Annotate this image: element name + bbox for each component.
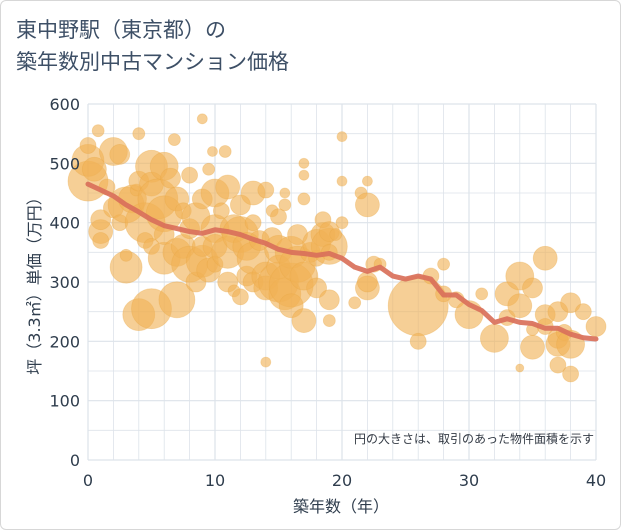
bubble-point <box>207 146 218 157</box>
x-tick-label: 10 <box>205 471 225 490</box>
bubble-point <box>90 209 112 231</box>
bubble-point <box>356 271 378 293</box>
bubble-point <box>279 187 291 199</box>
bubble-point <box>167 133 181 147</box>
bubble-point <box>91 124 105 138</box>
y-tick-labels: 0 100 200 300 400 500 600 <box>49 95 80 470</box>
x-axis-title: 築年数（年） <box>293 497 389 516</box>
size-legend-note: 円の大きさは、取引のあった物件面積を示す <box>354 431 594 446</box>
bubble-point <box>297 192 311 206</box>
bubble-point <box>560 292 581 314</box>
bubble-point <box>306 277 328 299</box>
chart-title: 東中野駅（東京都）の 築年数別中古マンション価格 <box>16 14 289 78</box>
bubble-point <box>354 192 380 218</box>
bubble-point <box>109 144 131 165</box>
bubble-point <box>202 162 216 176</box>
bubble-point <box>260 356 272 368</box>
bubble-point <box>532 245 558 271</box>
bubble-point <box>329 228 343 241</box>
y-tick-label: 300 <box>49 273 80 292</box>
bubble-point <box>335 216 349 230</box>
bubble-point <box>257 181 275 199</box>
bubble-point <box>507 293 533 319</box>
bubble-point <box>322 314 336 327</box>
bubble-point <box>475 287 489 301</box>
bubble-point <box>437 257 451 271</box>
trend-layer <box>85 181 599 342</box>
x-tick-label: 30 <box>459 471 479 490</box>
bubble-point <box>181 166 199 184</box>
y-axis-title: 坪（3.3㎡）単価（万円） <box>25 189 44 374</box>
bubble-point <box>387 275 449 337</box>
bubble-point <box>585 316 607 337</box>
bubble-point <box>298 157 310 169</box>
bubble-point <box>160 167 181 189</box>
bubble-point <box>348 296 362 310</box>
bubble-point <box>212 202 230 220</box>
x-tick-labels: 0 10 20 30 40 <box>83 471 606 490</box>
y-tick-label: 200 <box>49 332 80 351</box>
bubble-point <box>520 334 545 360</box>
bubble-point <box>244 214 262 232</box>
y-tick-label: 400 <box>49 214 80 233</box>
bubble-point <box>574 303 592 321</box>
bubble-point <box>81 156 107 182</box>
bubble-point <box>132 127 146 141</box>
y-tick-label: 100 <box>49 392 80 411</box>
x-tick-label: 20 <box>332 471 352 490</box>
bubble-point <box>291 308 317 333</box>
chart-title-line1: 東中野駅（東京都）の <box>16 18 226 42</box>
bubble-point <box>361 175 373 187</box>
bubble-point <box>215 174 241 200</box>
bubble-point <box>522 277 543 299</box>
bubble-point <box>336 175 348 187</box>
y-tick-label: 500 <box>49 154 80 173</box>
bubble-point <box>270 208 287 226</box>
y-tick-label: 600 <box>49 95 80 114</box>
bubble-point <box>318 289 340 311</box>
x-tick-label: 0 <box>83 471 93 490</box>
bubble-point <box>196 113 208 125</box>
x-tick-label: 40 <box>586 471 606 490</box>
trend-line <box>85 181 599 342</box>
y-tick-label: 0 <box>70 451 80 470</box>
bubble-point <box>336 131 348 143</box>
bubble-point <box>298 169 310 181</box>
bubble-point <box>92 232 110 249</box>
bubble-point <box>515 363 525 373</box>
bubble-point <box>479 323 509 353</box>
bubble-point <box>562 365 579 383</box>
bubble-point <box>158 281 196 319</box>
bubble-point <box>549 356 567 374</box>
bubble-point <box>218 145 232 158</box>
chart-title-line2: 築年数別中古マンション価格 <box>16 50 289 74</box>
bubble-point <box>278 198 292 212</box>
bubble-point <box>79 137 97 154</box>
bubble-point <box>119 248 133 262</box>
bubble-point <box>231 288 249 306</box>
bubble-point <box>409 332 427 350</box>
